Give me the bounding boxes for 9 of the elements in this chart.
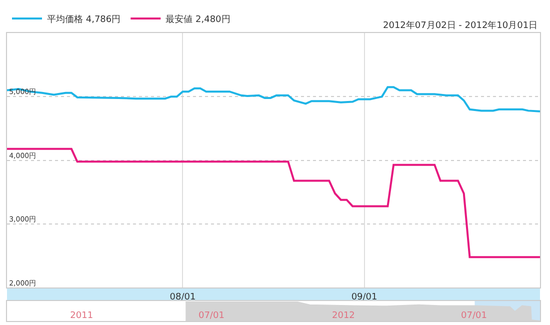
x-tick-label: 07/01 bbox=[461, 311, 487, 321]
x-tick-label: 2011 bbox=[70, 311, 94, 321]
x-tick-label: 07/01 bbox=[198, 311, 224, 321]
x-tick-label: 08/01 bbox=[170, 292, 196, 303]
chart-subtitle: 2012年07月02日 - 2012年10月01日 bbox=[383, 20, 538, 31]
x-tick-label: 2012 bbox=[332, 311, 355, 321]
legend-label: 平均価格 4,786円 bbox=[47, 14, 121, 26]
x-tick-label: 09/01 bbox=[351, 292, 378, 303]
legend-label: 最安値 2,480円 bbox=[166, 14, 230, 26]
